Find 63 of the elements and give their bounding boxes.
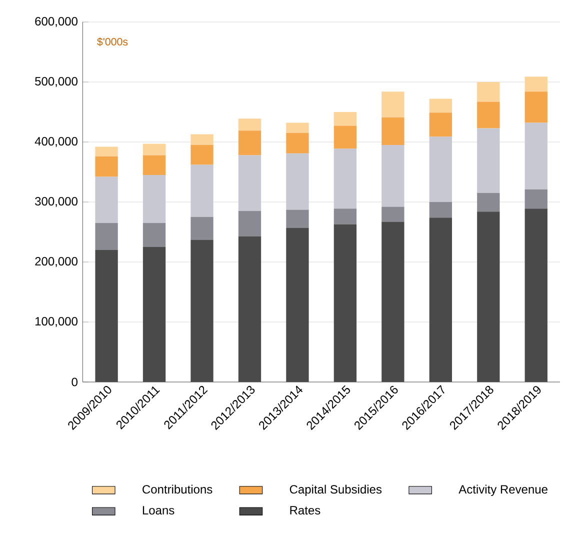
y-tick-label: 200,000 <box>35 257 78 267</box>
bar <box>142 222 166 247</box>
bar <box>95 156 118 177</box>
bar <box>142 155 166 175</box>
bar <box>382 144 404 207</box>
bar <box>95 250 118 382</box>
bar <box>524 189 548 209</box>
bar <box>429 218 452 382</box>
bar <box>524 92 548 123</box>
y-tick-label: 300,000 <box>35 197 78 207</box>
y-tick-label: 600,000 <box>35 17 78 27</box>
bar <box>95 222 118 250</box>
bar <box>142 144 166 156</box>
bar <box>477 192 500 212</box>
bar <box>524 208 548 382</box>
bar <box>334 112 357 126</box>
bar <box>95 176 118 223</box>
bar <box>524 76 548 92</box>
bar <box>524 122 548 190</box>
bar <box>190 164 214 217</box>
bar <box>238 236 262 382</box>
bar <box>190 240 214 382</box>
bar <box>286 132 309 154</box>
bar <box>334 224 357 382</box>
legend-label: Contributions <box>142 484 212 494</box>
y-tick-label: 500,000 <box>35 77 78 87</box>
bar <box>142 246 166 382</box>
bar <box>429 98 452 113</box>
bar <box>429 112 452 137</box>
bar <box>190 134 214 145</box>
bar <box>286 228 309 382</box>
bar <box>190 144 214 165</box>
bar <box>429 202 452 218</box>
annotation: $'000s <box>97 37 128 46</box>
legend-label: Rates <box>290 506 320 515</box>
bar <box>382 117 404 145</box>
y-tick-label: 100,000 <box>36 317 78 327</box>
legend-label: Activity Revenue <box>458 484 548 496</box>
bar <box>190 216 214 240</box>
bar <box>95 146 118 156</box>
bar <box>334 208 357 224</box>
bar <box>477 128 500 193</box>
bar <box>382 92 404 118</box>
bar <box>334 148 357 209</box>
bar <box>382 206 404 222</box>
bar <box>477 212 500 382</box>
y-tick-label: 0 <box>72 378 78 386</box>
legend-label: Loans <box>142 506 174 515</box>
bar <box>477 102 500 128</box>
bar <box>429 136 452 202</box>
bar <box>142 174 166 223</box>
bar <box>334 126 357 149</box>
bar <box>382 222 404 382</box>
bar <box>238 118 262 131</box>
legend-label: Capital Subsidies <box>290 484 382 496</box>
bar <box>477 82 500 102</box>
bar <box>238 210 262 236</box>
bar <box>238 155 262 211</box>
bar <box>286 210 309 228</box>
bar <box>286 153 309 210</box>
bar <box>238 130 262 156</box>
bar <box>286 122 309 133</box>
y-tick-label: 400,000 <box>34 137 78 147</box>
